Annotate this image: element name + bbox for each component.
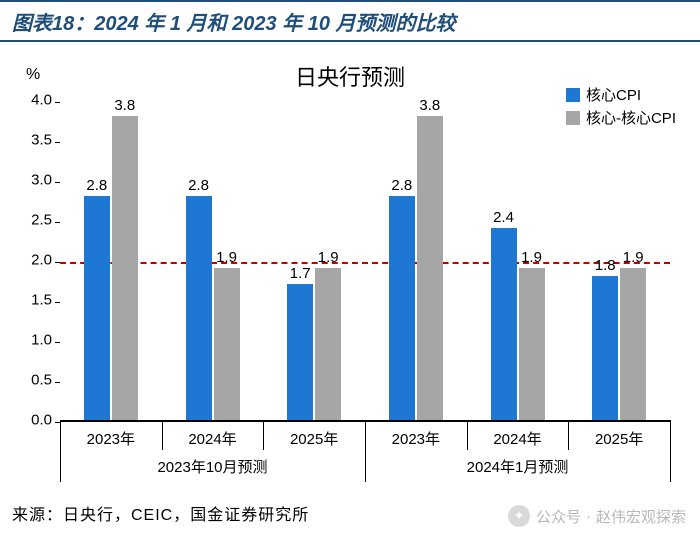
bar: 2.8 xyxy=(186,196,212,420)
bar: 1.7 xyxy=(287,284,313,420)
bar: 1.9 xyxy=(315,268,341,420)
y-tick-label: 3.0 xyxy=(31,172,52,189)
watermark: ✦ 公众号 · 赵伟宏观探索 xyxy=(508,505,686,527)
x-tick-label: 2024年 xyxy=(493,428,541,449)
bar-value-label: 1.8 xyxy=(595,257,616,274)
y-tick-label: 4.0 xyxy=(31,92,52,109)
legend-swatch xyxy=(566,88,580,102)
x-tick-label: 2025年 xyxy=(290,428,338,449)
figure-caption: 图表18：2024 年 1 月和 2023 年 10 月预测的比较 xyxy=(12,7,456,36)
x-tick-label: 2023年 xyxy=(392,428,440,449)
x-divider xyxy=(263,420,264,450)
bar-value-label: 2.4 xyxy=(493,209,514,226)
x-divider xyxy=(365,420,366,482)
y-tick-label: 1.5 xyxy=(31,292,52,309)
x-divider xyxy=(467,420,468,450)
y-tick-label: 3.5 xyxy=(31,132,52,149)
bar-value-label: 3.8 xyxy=(419,97,440,114)
bar-value-label: 1.7 xyxy=(290,265,311,282)
bar-value-label: 1.9 xyxy=(318,249,339,266)
bar: 1.9 xyxy=(214,268,240,420)
bar-value-label: 2.8 xyxy=(86,177,107,194)
y-tick-label: 1.0 xyxy=(31,332,52,349)
y-tick-label: 0.0 xyxy=(31,412,52,429)
plot-region: 2.83.82.81.91.71.92.83.82.41.91.81.9 0.0… xyxy=(60,102,670,422)
x-tick-label: 2023年 xyxy=(87,428,135,449)
bar-value-label: 1.9 xyxy=(521,249,542,266)
bar-value-label: 2.8 xyxy=(188,177,209,194)
x-divider xyxy=(162,420,163,450)
bar-value-label: 2.8 xyxy=(391,177,412,194)
bar-value-label: 1.9 xyxy=(216,249,237,266)
bar: 3.8 xyxy=(417,116,443,420)
y-tick-label: 2.5 xyxy=(31,212,52,229)
bar: 3.8 xyxy=(112,116,138,420)
x-tick-label: 2025年 xyxy=(595,428,643,449)
x-group-label: 2024年1月预测 xyxy=(467,456,569,477)
bar: 2.8 xyxy=(389,196,415,420)
watermark-label: 公众号 xyxy=(536,506,581,527)
bar: 2.8 xyxy=(84,196,110,420)
bar-value-label: 1.9 xyxy=(623,249,644,266)
y-tick-label: 2.0 xyxy=(31,252,52,269)
watermark-author: 赵伟宏观探索 xyxy=(596,506,686,527)
bar: 1.9 xyxy=(519,268,545,420)
x-divider xyxy=(60,420,61,482)
bar: 1.8 xyxy=(592,276,618,420)
figure-header: 图表18：2024 年 1 月和 2023 年 10 月预测的比较 xyxy=(0,0,700,42)
x-tick-label: 2024年 xyxy=(188,428,236,449)
bar: 1.9 xyxy=(620,268,646,420)
source-line: 来源：日央行，CEIC，国金证券研究所 xyxy=(12,501,309,525)
wechat-icon: ✦ xyxy=(508,505,530,527)
bar: 2.4 xyxy=(491,228,517,420)
x-divider xyxy=(568,420,569,450)
bar-value-label: 3.8 xyxy=(114,97,135,114)
bars-layer: 2.83.82.81.91.71.92.83.82.41.91.81.9 xyxy=(60,102,670,420)
x-group-label: 2023年10月预测 xyxy=(157,456,267,477)
y-axis-unit: % xyxy=(26,66,40,84)
y-tick-label: 0.5 xyxy=(31,372,52,389)
x-divider xyxy=(670,420,671,482)
watermark-sep: · xyxy=(586,508,591,525)
